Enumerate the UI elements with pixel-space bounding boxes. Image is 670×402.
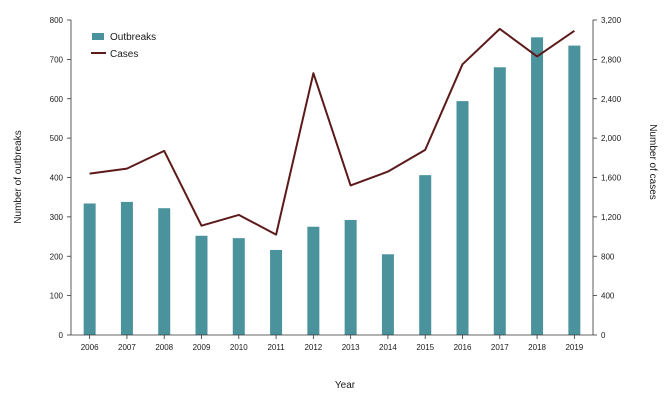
x-tick-label: 2017 [491, 343, 509, 352]
bar-outbreaks [493, 67, 506, 335]
left-tick-label: 800 [50, 16, 64, 25]
bar-outbreaks [456, 101, 469, 335]
left-y-axis-title: Number of outbreaks [13, 130, 24, 223]
x-tick-label: 2016 [454, 343, 472, 352]
x-tick-label: 2008 [155, 343, 173, 352]
bar-outbreaks [270, 249, 283, 335]
legend-label-outbreaks: Outbreaks [110, 32, 156, 43]
x-tick-label: 2009 [193, 343, 211, 352]
bar-outbreaks [158, 208, 171, 335]
left-tick-label: 500 [50, 134, 64, 143]
right-tick-label: 2,800 [601, 55, 622, 64]
x-tick-label: 2006 [81, 343, 99, 352]
axes [70, 20, 594, 336]
x-tick-label: 2012 [304, 343, 322, 352]
x-tick-label: 2019 [565, 343, 583, 352]
x-tick-label: 2015 [416, 343, 434, 352]
x-ticks: 2006 2007 2008 2009 2010 2011 2012 2013 2014 2015… [81, 335, 584, 352]
x-axis-title: Year [335, 380, 356, 391]
bar-outbreaks [83, 203, 96, 335]
right-y-axis-title: Number of cases [647, 124, 658, 200]
x-tick-label: 2018 [528, 343, 546, 352]
bar-outbreaks [232, 238, 245, 335]
left-tick-label: 600 [50, 95, 64, 104]
left-y-ticks: 0 100 200 300 400 500 600 700 800 [50, 16, 71, 340]
right-tick-label: 0 [601, 331, 606, 340]
legend-swatch-outbreaks [92, 33, 104, 40]
right-tick-label: 400 [601, 292, 615, 301]
bar-outbreaks [531, 37, 544, 335]
right-tick-label: 2,400 [601, 95, 622, 104]
bar-outbreaks [120, 201, 133, 335]
right-y-ticks: 0 400 800 1,200 1,600 2,000 2,400 2,800 3,200 [593, 16, 622, 340]
left-tick-label: 700 [50, 55, 64, 64]
x-tick-label: 2014 [379, 343, 397, 352]
right-tick-label: 2,000 [601, 134, 622, 143]
right-tick-label: 3,200 [601, 16, 622, 25]
bar-outbreaks [419, 175, 432, 335]
left-tick-label: 0 [59, 331, 64, 340]
bar-series-outbreaks [83, 37, 581, 335]
legend: Outbreaks Cases [91, 32, 156, 60]
line-series-cases [89, 27, 575, 236]
bar-outbreaks [568, 45, 581, 335]
x-tick-label: 2007 [118, 343, 136, 352]
right-tick-label: 1,200 [601, 213, 622, 222]
bar-outbreaks [344, 220, 357, 335]
x-tick-label: 2013 [342, 343, 360, 352]
cases-line [89, 27, 575, 236]
right-tick-label: 1,600 [601, 174, 622, 183]
right-tick-label: 800 [601, 252, 615, 261]
x-tick-label: 2010 [230, 343, 248, 352]
bar-outbreaks [307, 226, 320, 335]
left-tick-label: 400 [50, 174, 64, 183]
left-tick-label: 100 [50, 292, 64, 301]
bar-outbreaks [195, 235, 208, 335]
left-tick-label: 300 [50, 213, 64, 222]
left-tick-label: 200 [50, 252, 64, 261]
legend-label-cases: Cases [110, 49, 138, 60]
bar-outbreaks [381, 254, 394, 335]
x-tick-label: 2011 [267, 343, 285, 352]
